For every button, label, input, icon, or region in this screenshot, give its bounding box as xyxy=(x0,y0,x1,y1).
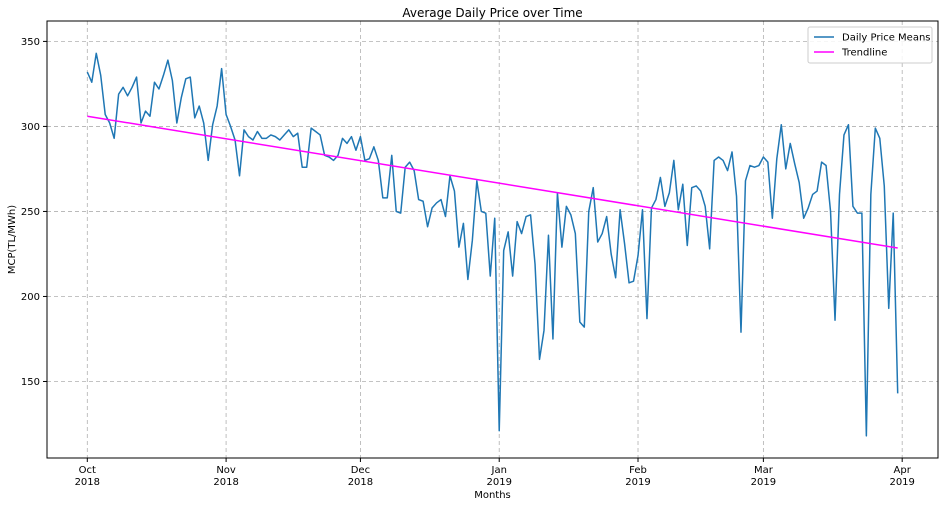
legend: Daily Price Means Trendline xyxy=(807,26,933,64)
x-tick-label-month: Mar xyxy=(754,465,774,476)
x-tick-label-year: 2019 xyxy=(486,477,511,488)
legend-label-daily-price-means: Daily Price Means xyxy=(842,33,931,44)
y-tick-label: 350 xyxy=(21,37,40,48)
y-tick-label: 300 xyxy=(21,122,40,133)
x-tick-label-month: Nov xyxy=(216,465,236,476)
x-tick-label-month: Oct xyxy=(79,465,96,476)
chart-title: Average Daily Price over Time xyxy=(402,6,582,20)
y-tick-label: 250 xyxy=(21,207,40,218)
x-tick-label-year: 2018 xyxy=(75,477,100,488)
series-line-trendline xyxy=(87,115,898,249)
y-tick-label: 200 xyxy=(21,292,40,303)
x-tick-label-year: 2019 xyxy=(889,477,914,488)
x-tick-label-month: Dec xyxy=(351,465,370,476)
series-line-daily-price-means xyxy=(86,52,899,437)
axis-ticks: 150200250300350Oct2018Nov2018Dec2018Jan2… xyxy=(21,37,915,488)
x-tick-label-month: Feb xyxy=(629,465,647,476)
x-tick-label-year: 2019 xyxy=(751,477,776,488)
y-tick-label: 150 xyxy=(21,377,40,388)
x-tick-label-year: 2018 xyxy=(348,477,373,488)
x-tick-label-year: 2018 xyxy=(213,477,238,488)
x-axis-label: Months xyxy=(474,490,511,501)
x-tick-label-month: Jan xyxy=(491,465,507,476)
x-tick-label-year: 2019 xyxy=(625,477,650,488)
series-layer xyxy=(86,52,899,437)
x-tick-label-month: Apr xyxy=(894,465,912,476)
legend-box xyxy=(807,26,933,64)
plot-area-frame xyxy=(46,20,939,459)
legend-label-trendline: Trendline xyxy=(841,48,887,59)
grid xyxy=(47,21,938,458)
y-axis-label: MCP(TL/MWh) xyxy=(7,205,18,274)
